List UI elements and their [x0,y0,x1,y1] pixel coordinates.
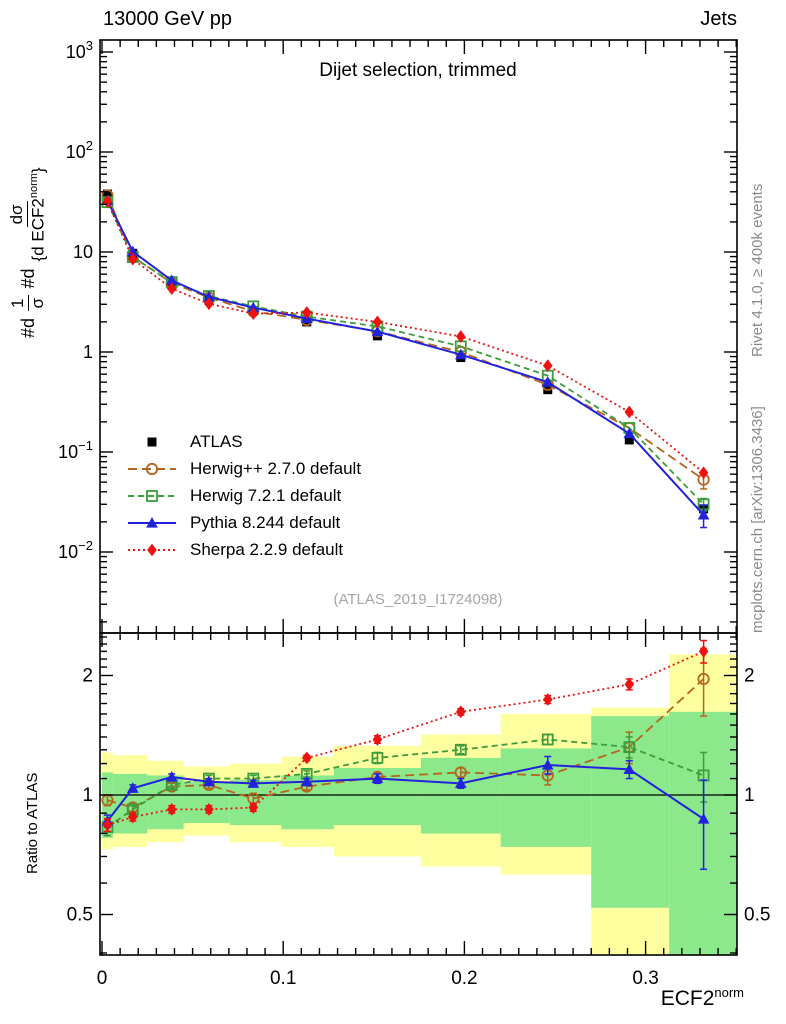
legend-label: Herwig++ 2.7.0 default [190,458,362,478]
svg-text:0.5: 0.5 [67,905,93,926]
svg-text:1: 1 [744,785,755,806]
svg-text:0.5: 0.5 [744,905,770,926]
svg-text:0.3: 0.3 [632,968,658,989]
legend-label: Herwig 7.2.1 default [190,485,342,505]
plot-title: Dijet selection, trimmed [319,60,517,81]
legend-marker-sherpa-icon [128,543,176,556]
analysis-watermark: (ATLAS_2019_I1724098) [333,591,503,608]
legend-item-sherpa: Sherpa 2.2.9 default [126,536,361,563]
header-analysis-group: Jets [700,8,737,30]
svg-text:10: 10 [73,242,93,262]
ratio-series [101,639,710,871]
rivet-version-note: Rivet 4.1.0, ≥ 400k events [749,183,766,357]
legend: ATLAS Herwig++ 2.7.0 default Herwig 7.2.… [126,428,361,563]
ratio-y-axis-label: Ratio to ATLAS [24,772,41,874]
legend-label: Pythia 8.244 default [190,512,341,532]
legend-item-atlas: ATLAS [126,428,361,455]
svg-text:2: 2 [82,665,93,686]
legend-label: Sherpa 2.2.9 default [190,539,344,559]
legend-marker-pythia-icon [128,516,176,528]
svg-text:0: 0 [97,968,108,989]
svg-text:10−1: 10−1 [58,438,93,462]
svg-text:103: 103 [66,38,93,62]
legend-item-herwigpp: Herwig++ 2.7.0 default [126,455,361,482]
svg-text:1: 1 [83,342,93,362]
svg-text:2: 2 [744,665,755,686]
legend-marker-atlas-icon [147,437,157,446]
svg-text:0.2: 0.2 [451,968,477,989]
legend-marker-herwigpp-icon [128,462,176,475]
ratio-panel-frame [99,632,738,956]
legend-marker-herwig7-icon [128,489,176,502]
svg-text:0.1: 0.1 [270,968,296,989]
legend-label: ATLAS [190,431,243,451]
svg-text:102: 102 [66,138,93,162]
header-beam-energy: 13000 GeV pp [103,8,232,30]
axis-ticks [100,40,737,955]
legend-item-pythia: Pythia 8.244 default [126,509,361,536]
main-series [101,189,710,529]
svg-text:1: 1 [82,785,93,806]
uncertainty-bands [102,654,737,955]
svg-text:10−2: 10−2 [58,538,93,562]
mcplots-reference-note: mcplots.cern.ch [arXiv:1306.3436] [749,406,766,633]
x-axis-label: ECF2norm [660,985,744,1010]
legend-item-herwig7: Herwig 7.2.1 default [126,482,361,509]
